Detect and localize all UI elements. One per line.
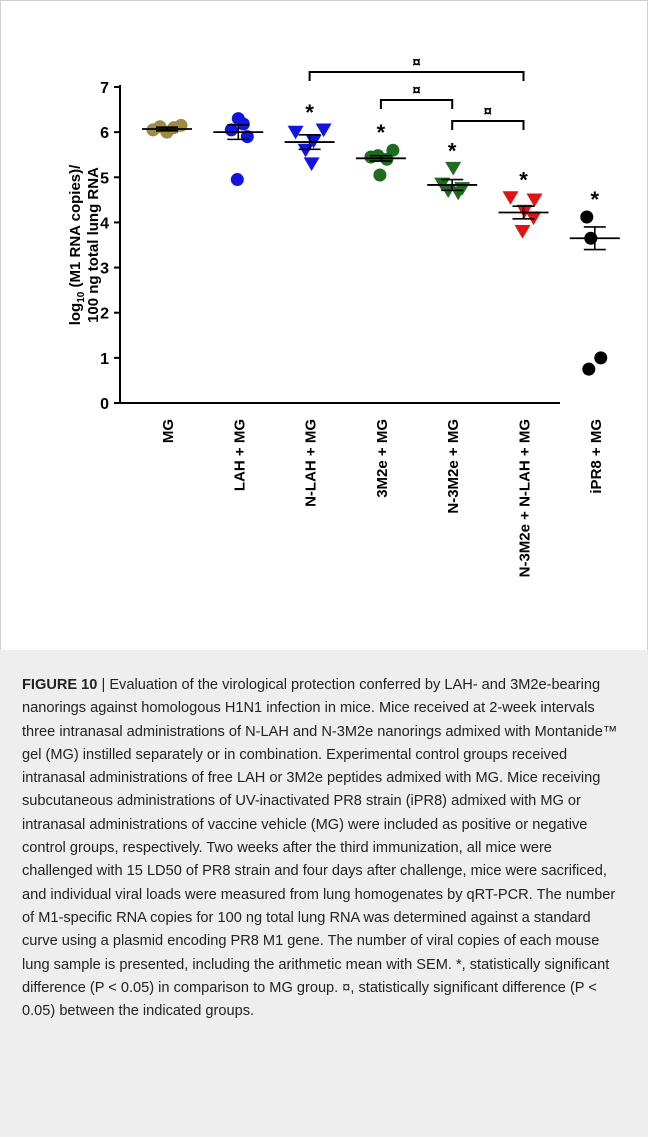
data-point bbox=[174, 118, 188, 132]
comparison-bracket bbox=[379, 99, 454, 109]
x-tick-label: iPR8 + MG bbox=[588, 419, 605, 494]
y-tick-label: 3 bbox=[100, 261, 109, 278]
data-point bbox=[373, 168, 387, 182]
x-tick-label: LAH + MG bbox=[231, 419, 248, 491]
data-point bbox=[364, 150, 378, 164]
y-tick-label: 6 bbox=[100, 125, 109, 142]
plot-area: 0 1 2 3 4 5 6 7 log10 (M1 RNA copies)/100 ng tot… bbox=[67, 54, 620, 577]
caption-separator: | bbox=[97, 677, 110, 693]
caption-body: Evaluation of the virological protection… bbox=[22, 677, 618, 1020]
data-point bbox=[315, 123, 332, 138]
y-tick-label: 0 bbox=[100, 396, 109, 413]
comparison-symbol: ¤ bbox=[412, 82, 420, 99]
x-tick-label: 3M2e + MG bbox=[374, 419, 391, 498]
significance-star: * bbox=[591, 187, 600, 212]
comparison-symbol: ¤ bbox=[484, 103, 492, 120]
y-tick-label: 1 bbox=[100, 351, 109, 368]
y-axis-label-line2: 100 ng total lung RNA bbox=[85, 167, 102, 323]
caption-paragraph: FIGURE 10 | Evaluation of the virologica… bbox=[22, 674, 626, 1023]
significance-star: * bbox=[448, 138, 457, 163]
scatter-chart: 0 1 2 3 4 5 6 7 log10 (M1 RNA copies)/100 ng tot… bbox=[67, 54, 620, 577]
comparison-bracket bbox=[308, 71, 525, 81]
data-point bbox=[582, 362, 596, 376]
data-point bbox=[514, 225, 531, 239]
x-tick-label: N-3M2e + N-LAH + MG bbox=[517, 419, 534, 577]
y-tick-label: 5 bbox=[100, 170, 109, 187]
comparison-symbol: ¤ bbox=[412, 54, 420, 71]
figure-caption: FIGURE 10 | Evaluation of the virologica… bbox=[0, 650, 648, 1137]
data-point bbox=[580, 210, 594, 224]
y-tick-label: 2 bbox=[100, 306, 109, 323]
data-point bbox=[526, 193, 543, 208]
y-axis-label-line1: log10 (M1 RNA copies)/ bbox=[67, 164, 87, 325]
data-point bbox=[297, 143, 314, 158]
figure-label: FIGURE 10 bbox=[22, 677, 98, 693]
data-point bbox=[230, 173, 244, 187]
data-point bbox=[502, 191, 519, 205]
data-point bbox=[236, 117, 250, 131]
significance-star: * bbox=[377, 120, 386, 145]
data-point bbox=[445, 161, 462, 176]
data-point bbox=[303, 157, 320, 171]
comparison-bracket bbox=[451, 120, 525, 130]
data-point bbox=[516, 204, 533, 219]
data-point bbox=[287, 125, 304, 140]
x-tick-label: N-LAH + MG bbox=[303, 419, 320, 507]
data-point bbox=[380, 152, 394, 166]
x-tick-label: MG bbox=[160, 419, 177, 443]
significance-star: * bbox=[519, 168, 528, 193]
significance-star: * bbox=[305, 100, 314, 125]
x-tick-label: N-3M2e + MG bbox=[445, 419, 462, 514]
y-tick-label: 4 bbox=[100, 215, 109, 232]
data-point bbox=[594, 351, 608, 365]
y-tick-label: 7 bbox=[100, 80, 109, 97]
data-point bbox=[224, 123, 238, 137]
